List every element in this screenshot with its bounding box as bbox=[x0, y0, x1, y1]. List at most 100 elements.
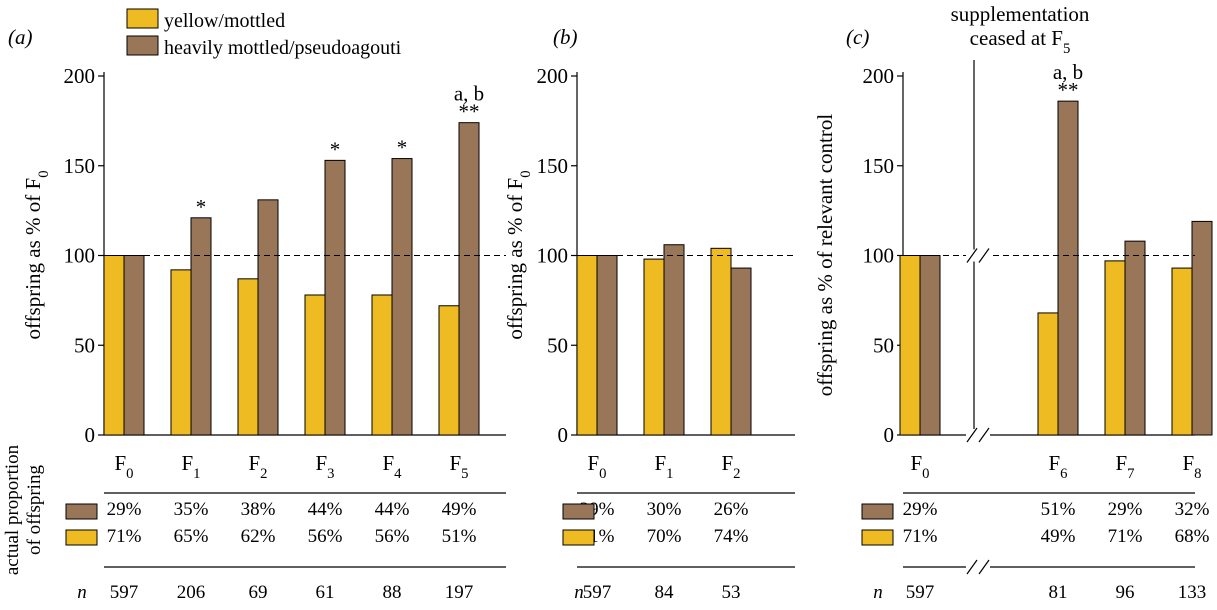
panel-b-prop-yellow: 70% bbox=[647, 526, 682, 547]
panel-a-bar-heavily-mottled bbox=[391, 158, 413, 436]
panel-c-y-tick-label: 200 bbox=[863, 64, 895, 88]
panel-c-x-tick-label: F7 bbox=[1115, 451, 1134, 482]
panel-c-table-break bbox=[966, 559, 990, 575]
panel-c-prop-heavily-mottled: 32% bbox=[1175, 499, 1210, 520]
panel-c: (c) 0 50 100 150 200 offspring as % of relevan… bbox=[813, 25, 1213, 603]
panel-c-table-swatch-heavily-mottled bbox=[861, 503, 894, 520]
panel-b-y-tick-label: 50 bbox=[547, 333, 568, 357]
panel-a-x-tick-label: F1 bbox=[181, 451, 200, 482]
panel-b-n-value: 597 bbox=[583, 582, 612, 603]
panel-a-prop-yellow: 51% bbox=[442, 526, 477, 547]
panel-a-n-value: 69 bbox=[249, 582, 268, 603]
panel-b-y-tick-label: 200 bbox=[537, 64, 569, 88]
panel-a-significance-mark: * bbox=[397, 136, 408, 160]
panel-a-n-value: 61 bbox=[316, 582, 335, 603]
panel-b-table-swatch-yellow bbox=[562, 529, 595, 546]
panel-a-n-value: 197 bbox=[445, 582, 474, 603]
panel-c-y-tick-label: 150 bbox=[863, 154, 895, 178]
panel-c-annotation: a, b bbox=[1053, 60, 1083, 84]
panel-a-bar-yellow bbox=[304, 294, 326, 436]
panel-a-x-tick-label: F4 bbox=[382, 451, 402, 482]
panel-c-bar-heavily-mottled bbox=[1191, 220, 1213, 436]
legend-swatch-0 bbox=[126, 8, 159, 29]
panel-a-bar-heavily-mottled bbox=[257, 199, 279, 436]
panel-b-prop-heavily-mottled: 30% bbox=[647, 499, 682, 520]
panel-b-y-label: offspring as % of F0 bbox=[503, 170, 534, 339]
panel-b-n-label: n bbox=[574, 582, 584, 603]
panel-a-y-tick-label: 100 bbox=[64, 244, 96, 268]
panel-c-table-break-mask bbox=[966, 561, 990, 573]
panel-c-table-break-slash bbox=[978, 559, 990, 575]
panel-a-y-tick-label: 50 bbox=[74, 333, 95, 357]
panel-b-y-tick-label: 100 bbox=[537, 244, 569, 268]
panel-c-prop-heavily-mottled: 29% bbox=[903, 499, 938, 520]
panel-b-y-tick-label: 0 bbox=[558, 423, 569, 447]
panel-c-prop-heavily-mottled: 29% bbox=[1108, 499, 1143, 520]
panel-c-bar-yellow bbox=[1171, 267, 1193, 436]
panel-b-bar-heavily-mottled bbox=[596, 255, 618, 436]
panel-b-prop-heavily-mottled: 26% bbox=[714, 499, 749, 520]
panel-a-y-tick-label: 150 bbox=[64, 154, 96, 178]
panel-c-prop-yellow: 49% bbox=[1041, 526, 1076, 547]
panel-a-n-value: 206 bbox=[177, 582, 206, 603]
panel-c-bar-heavily-mottled bbox=[1057, 100, 1079, 436]
panel-a-y-tick-label: 200 bbox=[64, 64, 96, 88]
panel-c-prop-yellow: 68% bbox=[1175, 526, 1210, 547]
panel-c-bar-yellow bbox=[1037, 312, 1059, 436]
panel-a-x-tick-label: F0 bbox=[114, 451, 133, 482]
panel-c-bar-heavily-mottled bbox=[919, 255, 941, 436]
panel-b-n-value: 53 bbox=[722, 582, 741, 603]
panel-c-bar-heavily-mottled bbox=[1124, 240, 1146, 436]
panel-c-y-tick-label: 100 bbox=[863, 244, 895, 268]
panel-a-prop-yellow: 71% bbox=[107, 526, 142, 547]
panel-a-table-swatch-heavily-mottled bbox=[65, 503, 98, 520]
panel-c-y-label: offspring as % of relevant control bbox=[813, 114, 837, 397]
panel-c-prop-yellow: 71% bbox=[1108, 526, 1143, 547]
panel-a-label: (a) bbox=[8, 25, 33, 49]
panel-c-x-tick-label: F6 bbox=[1048, 451, 1067, 482]
panel-c-n-value: 96 bbox=[1116, 582, 1135, 603]
panel-b-bar-yellow bbox=[710, 247, 732, 436]
panel-c-title-line1: supplementation bbox=[951, 2, 1090, 26]
panel-a-prop-yellow: 62% bbox=[241, 526, 276, 547]
panel-b-bar-heavily-mottled bbox=[730, 267, 752, 436]
panel-c-n-value: 133 bbox=[1178, 582, 1207, 603]
panel-c-table-swatch-yellow bbox=[861, 529, 894, 546]
panel-a-n-label: n bbox=[77, 582, 87, 603]
panel-a-x-tick-label: F3 bbox=[315, 451, 334, 482]
legend-label-1: heavily mottled/pseudoagouti bbox=[164, 37, 402, 59]
panel-a-bar-yellow bbox=[103, 255, 125, 436]
panel-c-n-value: 597 bbox=[906, 582, 935, 603]
panel-c-prop-yellow: 71% bbox=[903, 526, 938, 547]
legend-swatch-1 bbox=[126, 35, 159, 56]
panel-a-prop-yellow: 56% bbox=[308, 526, 343, 547]
panel-c-label: (c) bbox=[846, 25, 869, 49]
panel-a-significance-mark: * bbox=[196, 195, 207, 219]
panel-a-bar-heavily-mottled bbox=[190, 217, 212, 436]
panel-c-y-tick-label: 50 bbox=[873, 333, 894, 357]
panel-b-y-tick-label: 150 bbox=[537, 154, 569, 178]
legend-label-0: yellow/mottled bbox=[164, 10, 285, 32]
panel-c-axis-break-mask bbox=[966, 429, 990, 441]
panel-b-n-value: 84 bbox=[655, 582, 675, 603]
panel-c-reference-break bbox=[966, 248, 990, 263]
panel-a-x-tick-label: F2 bbox=[248, 451, 267, 482]
panel-c-table-break-slash bbox=[966, 559, 978, 575]
panel-a-prop-heavily-mottled: 38% bbox=[241, 499, 276, 520]
panel-a-y-label: offspring as % of F0 bbox=[21, 170, 52, 339]
panel-a-bar-heavily-mottled bbox=[324, 159, 346, 436]
panel-b-x-tick-label: F1 bbox=[654, 451, 673, 482]
panel-a-bar-yellow bbox=[371, 294, 393, 436]
panel-b-label: (b) bbox=[553, 25, 578, 49]
panel-a-bar-yellow bbox=[170, 269, 192, 436]
panel-a-prop-yellow: 65% bbox=[174, 526, 209, 547]
table-row-label-line2: of offspring bbox=[24, 465, 45, 555]
panel-c-axis-break-slash bbox=[978, 427, 990, 443]
panel-a-prop-heavily-mottled: 29% bbox=[107, 499, 142, 520]
panel-c-title-line2: ceased at F5 bbox=[970, 26, 1071, 57]
panel-a-annotation: a, b bbox=[454, 82, 484, 106]
panel-c-x-tick-label: F8 bbox=[1182, 451, 1201, 482]
panel-b-x-tick-label: F0 bbox=[587, 451, 606, 482]
panel-c-y-tick-label: 0 bbox=[884, 423, 895, 447]
panel-b-table-swatch-heavily-mottled bbox=[562, 503, 595, 520]
